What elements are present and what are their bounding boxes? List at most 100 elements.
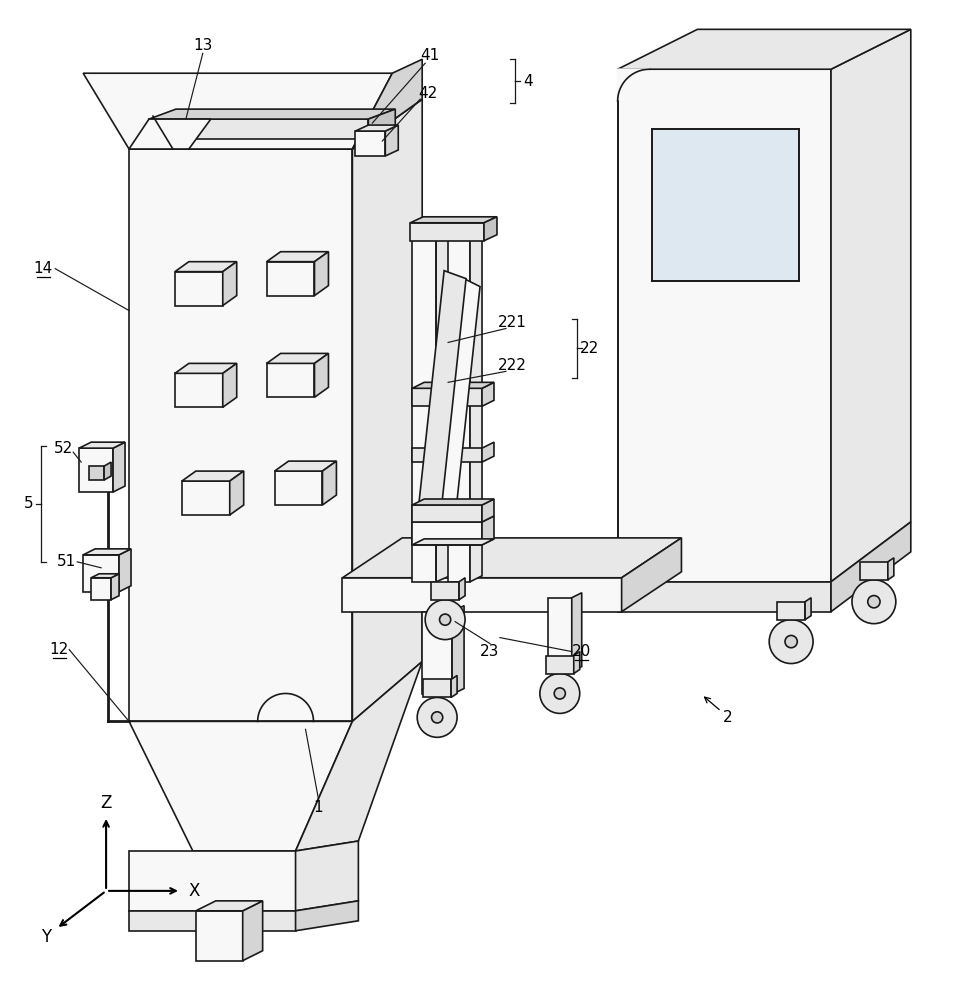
Polygon shape [149, 119, 368, 139]
Text: X: X [188, 882, 199, 900]
Polygon shape [83, 555, 119, 592]
Text: 51: 51 [57, 554, 76, 569]
Polygon shape [412, 382, 494, 388]
Text: 41: 41 [421, 48, 440, 63]
Polygon shape [355, 125, 398, 131]
Text: 4: 4 [523, 74, 533, 89]
Polygon shape [119, 549, 131, 592]
Polygon shape [831, 522, 911, 612]
Polygon shape [91, 574, 119, 578]
Polygon shape [229, 471, 244, 515]
Polygon shape [423, 612, 452, 694]
Polygon shape [652, 129, 799, 281]
Polygon shape [452, 606, 464, 694]
Polygon shape [89, 466, 104, 480]
Polygon shape [223, 363, 237, 407]
Circle shape [785, 635, 797, 648]
Polygon shape [129, 851, 296, 911]
Polygon shape [91, 578, 111, 600]
Polygon shape [438, 279, 480, 528]
Circle shape [852, 580, 896, 624]
Polygon shape [129, 721, 352, 851]
Text: 23: 23 [480, 644, 500, 659]
Polygon shape [618, 69, 831, 582]
Circle shape [554, 688, 565, 699]
Polygon shape [412, 448, 482, 462]
Polygon shape [482, 516, 494, 545]
Polygon shape [196, 911, 243, 961]
Polygon shape [343, 538, 681, 578]
Polygon shape [314, 252, 329, 296]
Polygon shape [368, 109, 395, 139]
Polygon shape [412, 223, 450, 229]
Polygon shape [831, 29, 911, 582]
Polygon shape [484, 217, 497, 241]
Polygon shape [448, 229, 470, 582]
Circle shape [868, 596, 880, 608]
Polygon shape [386, 125, 398, 156]
Polygon shape [182, 471, 244, 481]
Polygon shape [412, 388, 482, 406]
Polygon shape [196, 901, 263, 911]
Polygon shape [83, 549, 131, 555]
Polygon shape [548, 598, 572, 672]
Text: 42: 42 [419, 86, 438, 101]
Circle shape [417, 697, 457, 737]
Polygon shape [129, 99, 423, 149]
Polygon shape [355, 131, 386, 156]
Polygon shape [448, 223, 482, 229]
Polygon shape [175, 373, 223, 407]
Polygon shape [412, 229, 436, 582]
Polygon shape [410, 217, 497, 223]
Circle shape [439, 614, 451, 625]
Polygon shape [412, 499, 494, 505]
Polygon shape [410, 223, 484, 241]
Text: 222: 222 [498, 358, 526, 373]
Text: 1: 1 [313, 800, 323, 815]
Polygon shape [482, 382, 494, 406]
Polygon shape [482, 442, 494, 462]
Polygon shape [459, 578, 466, 600]
Polygon shape [266, 262, 314, 296]
Polygon shape [451, 675, 457, 697]
Polygon shape [418, 271, 467, 520]
Polygon shape [111, 574, 119, 600]
Polygon shape [243, 901, 263, 961]
Polygon shape [274, 461, 337, 471]
Polygon shape [296, 901, 358, 931]
Polygon shape [175, 363, 237, 373]
Polygon shape [83, 73, 392, 149]
Polygon shape [79, 448, 113, 492]
Polygon shape [482, 499, 494, 522]
Polygon shape [314, 353, 329, 397]
Polygon shape [343, 578, 622, 612]
Text: 5: 5 [23, 496, 33, 511]
Polygon shape [436, 223, 450, 582]
Polygon shape [805, 598, 811, 620]
Polygon shape [412, 505, 482, 522]
Polygon shape [266, 363, 314, 397]
Polygon shape [572, 593, 582, 672]
Polygon shape [618, 582, 831, 612]
Text: Y: Y [41, 928, 52, 946]
Text: Z: Z [101, 794, 112, 812]
Polygon shape [296, 841, 358, 911]
Polygon shape [322, 461, 337, 505]
Polygon shape [412, 522, 482, 545]
Polygon shape [424, 679, 451, 697]
Polygon shape [352, 99, 423, 721]
Polygon shape [412, 539, 494, 545]
Text: 12: 12 [50, 642, 69, 657]
Polygon shape [274, 471, 322, 505]
Text: 221: 221 [498, 315, 526, 330]
Text: 2: 2 [722, 710, 732, 725]
Polygon shape [352, 59, 423, 149]
Circle shape [431, 712, 443, 723]
Circle shape [426, 600, 466, 640]
Polygon shape [860, 562, 888, 580]
Text: 52: 52 [54, 441, 73, 456]
Polygon shape [618, 29, 911, 69]
Circle shape [769, 620, 813, 664]
Polygon shape [223, 262, 237, 306]
Text: 13: 13 [193, 38, 213, 53]
